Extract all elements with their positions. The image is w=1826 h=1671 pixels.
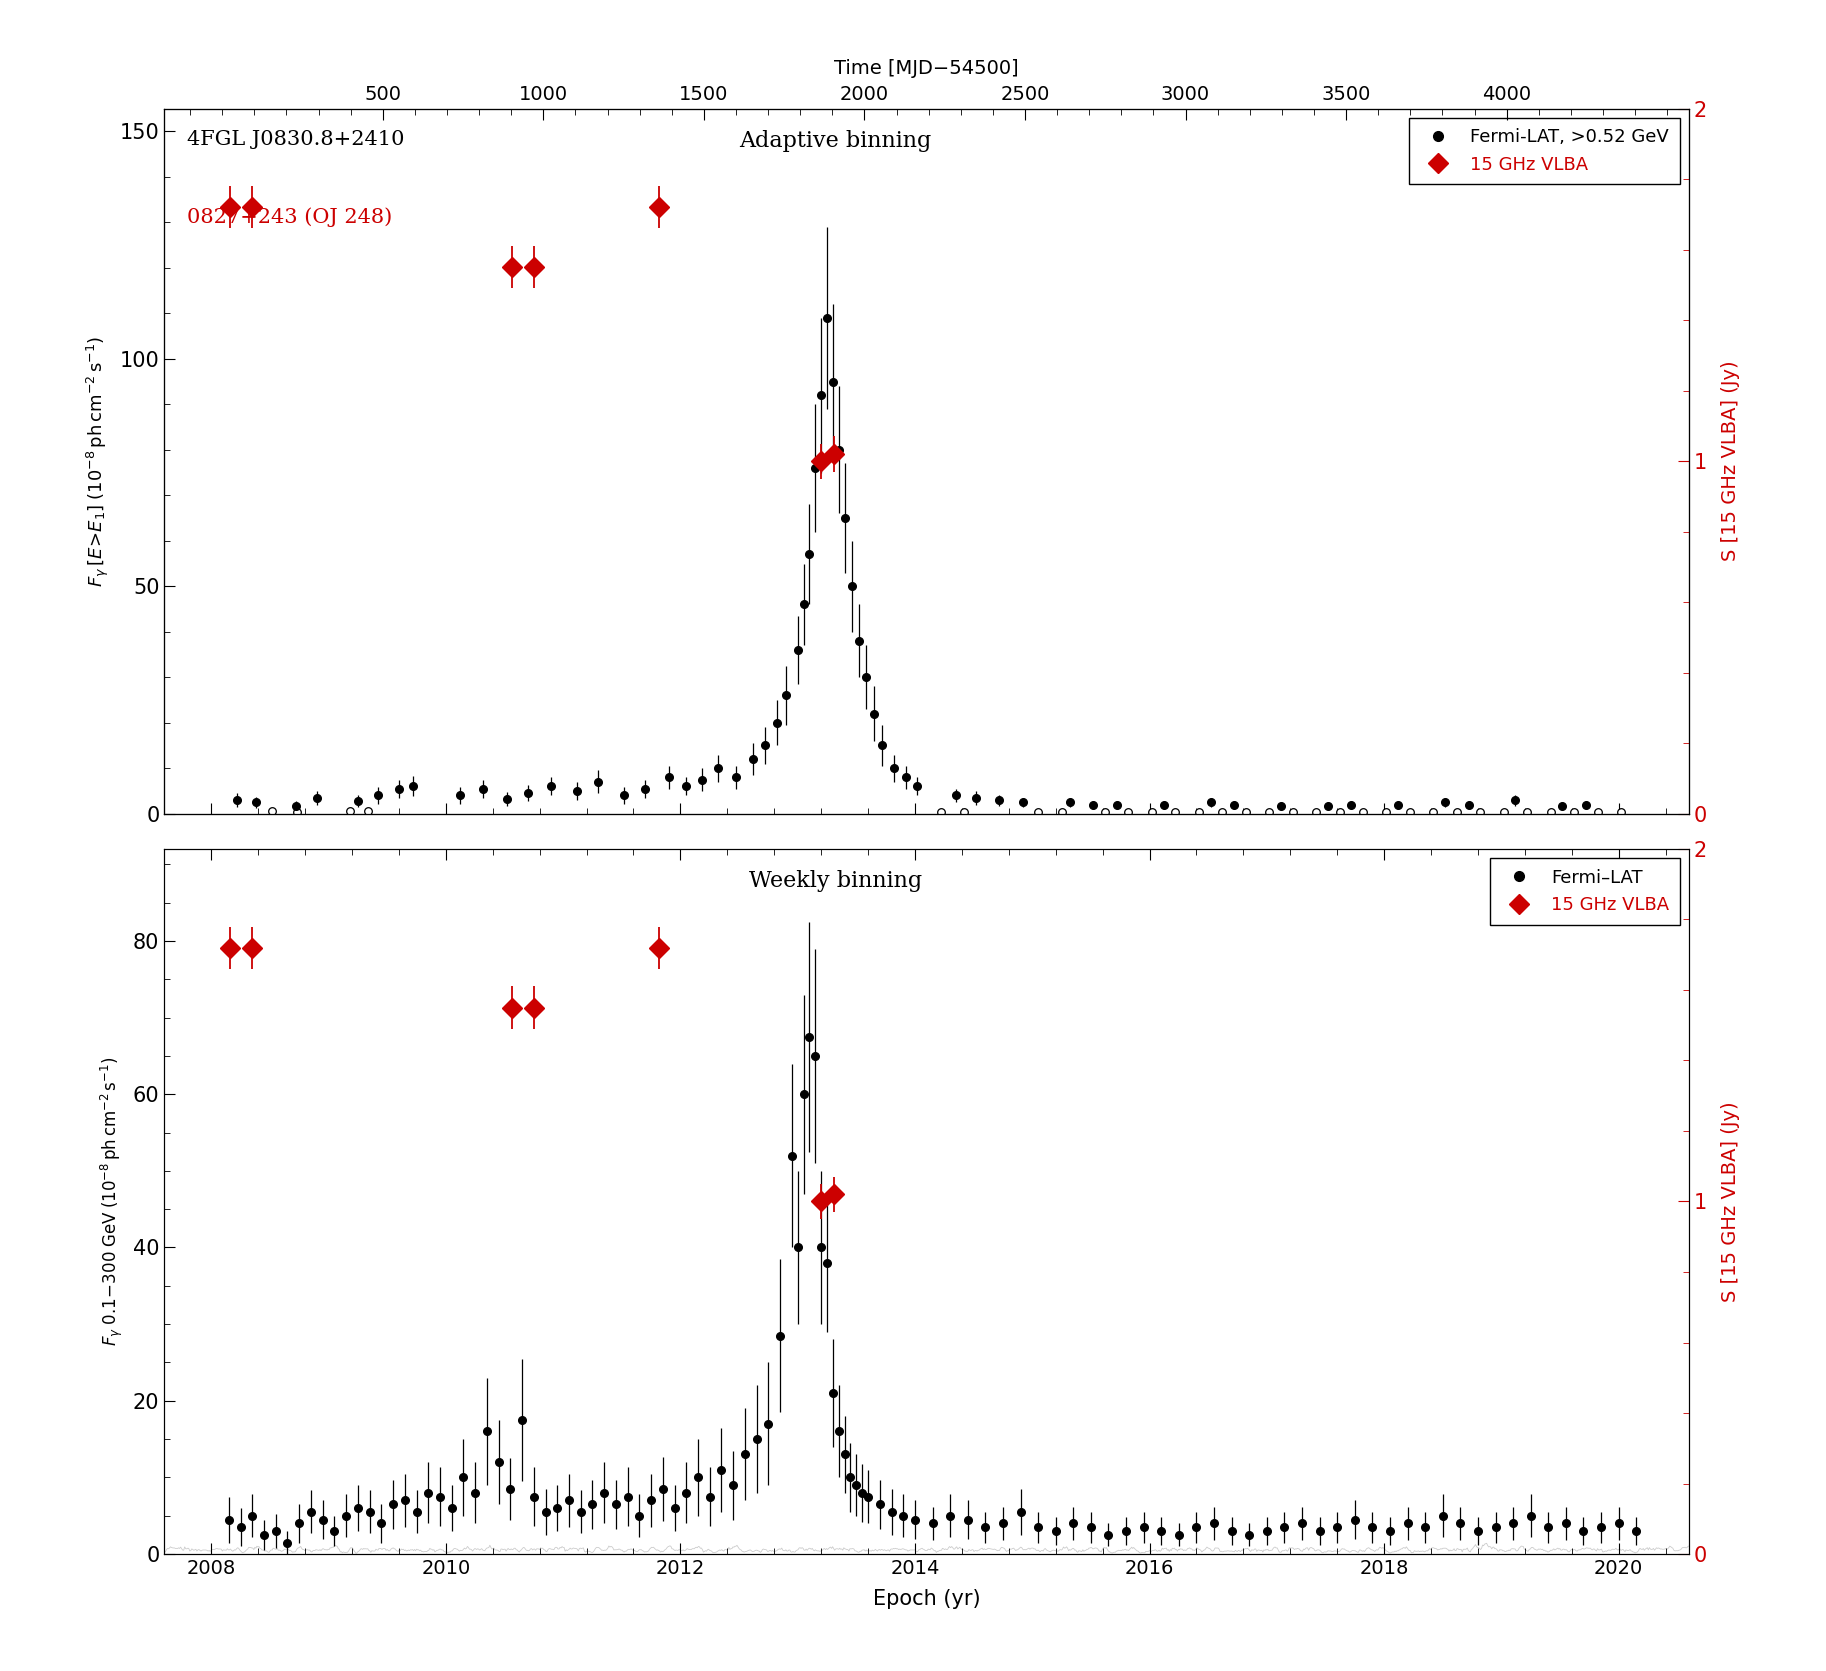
X-axis label: Epoch (yr): Epoch (yr) — [873, 1589, 981, 1609]
Y-axis label: $F_\gamma\,[E\!>\!E_1]\;(10^{-8}\,\mathrm{ph\,cm^{-2}\,s^{-1}})$: $F_\gamma\,[E\!>\!E_1]\;(10^{-8}\,\mathr… — [86, 336, 111, 587]
X-axis label: Time [MJD−54500]: Time [MJD−54500] — [834, 58, 1019, 77]
Text: Weekly binning: Weekly binning — [749, 871, 922, 892]
Legend: Fermi-LAT, >0.52 GeV, 15 GHz VLBA: Fermi-LAT, >0.52 GeV, 15 GHz VLBA — [1410, 117, 1680, 184]
Y-axis label: S [15 GHz VLBA] (Jy): S [15 GHz VLBA] (Jy) — [1722, 1101, 1740, 1302]
Text: 0827+243 (OJ 248): 0827+243 (OJ 248) — [188, 207, 393, 227]
Y-axis label: $F_\gamma\;0.1\!-\!300\;\mathrm{GeV}\;(10^{-8}\,\mathrm{ph\,cm^{-2}\,s^{-1}})$: $F_\gamma\;0.1\!-\!300\;\mathrm{GeV}\;(1… — [99, 1056, 124, 1347]
Legend: Fermi–LAT, 15 GHz VLBA: Fermi–LAT, 15 GHz VLBA — [1490, 857, 1680, 924]
Text: Adaptive binning: Adaptive binning — [740, 130, 931, 152]
Text: 4FGL J0830.8+2410: 4FGL J0830.8+2410 — [188, 130, 405, 149]
Y-axis label: S [15 GHz VLBA] (Jy): S [15 GHz VLBA] (Jy) — [1722, 361, 1740, 561]
